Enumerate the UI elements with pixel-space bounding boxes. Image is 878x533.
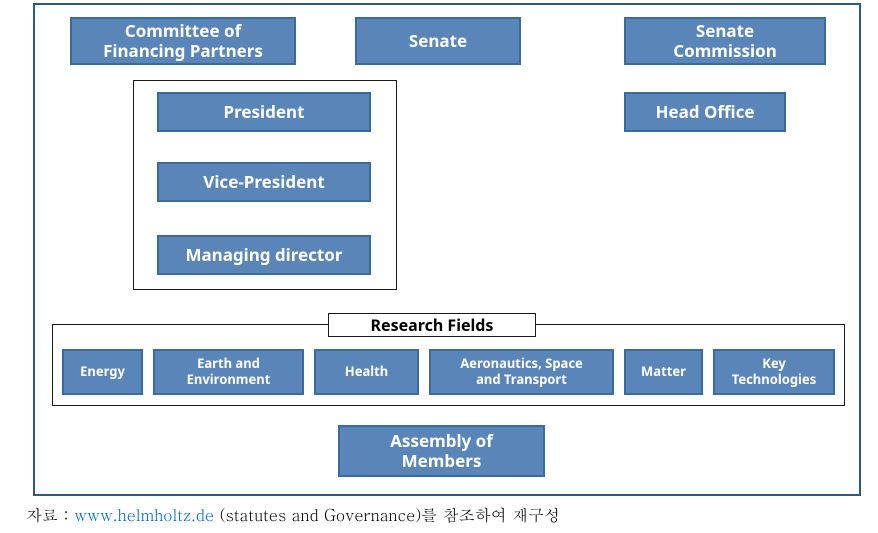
- caption-link[interactable]: www.helmholtz.de: [74, 503, 214, 526]
- field-aero: Aeronautics, Space and Transport: [429, 349, 614, 395]
- field-health: Health: [314, 349, 419, 395]
- assembly-box: Assembly of Members: [338, 425, 545, 477]
- head-office-box: Head Office: [624, 92, 786, 132]
- caption-suffix: (statutes and Governance)를 참조하여 재구성: [214, 503, 560, 526]
- source-caption: 자료 : www.helmholtz.de (statutes and Gove…: [26, 503, 560, 526]
- senate-commission-box: Senate Commission: [624, 17, 826, 65]
- committee-box: Committee of Financing Partners: [70, 17, 296, 65]
- field-matter: Matter: [624, 349, 703, 395]
- caption-prefix: 자료 :: [26, 503, 74, 526]
- field-energy: Energy: [62, 349, 143, 395]
- field-keytech: Key Technologies: [713, 349, 835, 395]
- senate-box: Senate: [355, 17, 521, 65]
- field-earth: Earth and Environment: [153, 349, 304, 395]
- president-box: President: [157, 92, 371, 132]
- managing-director-box: Managing director: [157, 235, 371, 275]
- diagram-canvas: Research Fields 자료 : www.helmholtz.de (s…: [0, 0, 878, 533]
- research-fields-label: Research Fields: [328, 313, 536, 337]
- vice-president-box: Vice-President: [157, 162, 371, 202]
